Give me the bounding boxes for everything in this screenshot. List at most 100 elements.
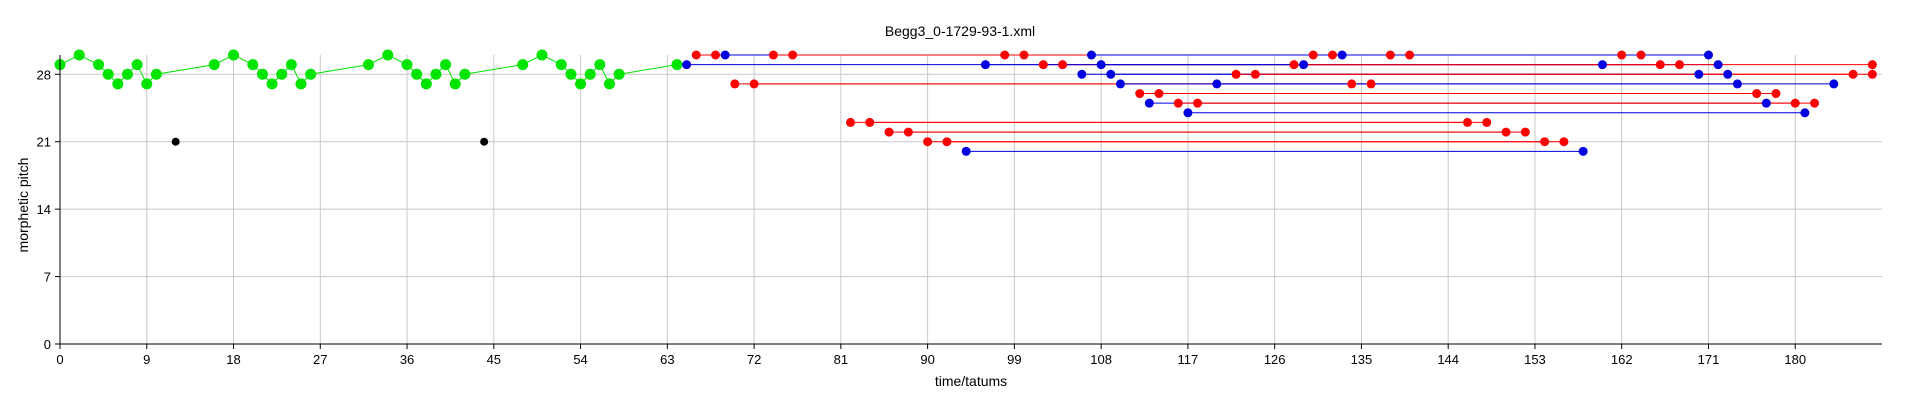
segment-end-point bbox=[1771, 89, 1781, 99]
x-tick-label: 0 bbox=[56, 352, 63, 367]
segment-start-point bbox=[1212, 79, 1222, 89]
melody-point bbox=[73, 49, 85, 61]
segment-start-point bbox=[720, 50, 730, 60]
melody-point bbox=[362, 59, 374, 71]
melody-point bbox=[671, 59, 683, 71]
melody-point bbox=[121, 68, 133, 80]
segment-start-point bbox=[691, 50, 701, 60]
segment-start-point bbox=[903, 127, 913, 137]
segment-start-point bbox=[749, 79, 759, 89]
segment-start-point bbox=[1173, 98, 1183, 108]
segment-end-point bbox=[1703, 50, 1713, 60]
segment-end-point bbox=[1308, 50, 1318, 60]
x-tick-label: 27 bbox=[313, 352, 327, 367]
melody-point bbox=[295, 78, 307, 90]
segment-end-point bbox=[1848, 69, 1858, 79]
black-point bbox=[171, 137, 180, 146]
melody-point bbox=[228, 49, 240, 61]
segment-end-point bbox=[1366, 79, 1376, 89]
melody-point bbox=[420, 78, 432, 90]
melody-point bbox=[565, 68, 577, 80]
segment-start-point bbox=[961, 146, 971, 156]
segment-end-point bbox=[1501, 127, 1511, 137]
melody-point bbox=[266, 78, 278, 90]
segment-start-point bbox=[845, 117, 855, 127]
segment-end-point bbox=[1520, 127, 1530, 137]
segment-start-point bbox=[1183, 108, 1193, 118]
melody-point bbox=[430, 68, 442, 80]
segment-start-point bbox=[942, 137, 952, 147]
melody-point bbox=[256, 68, 268, 80]
x-tick-label: 108 bbox=[1090, 352, 1112, 367]
segment-start-point bbox=[768, 50, 778, 60]
segment-end-point bbox=[1810, 98, 1820, 108]
melody-point bbox=[594, 59, 606, 71]
segment-start-point bbox=[788, 50, 798, 60]
segment-end-point bbox=[1462, 117, 1472, 127]
segment-start-point bbox=[711, 50, 721, 60]
segment-end-point bbox=[1713, 60, 1723, 70]
segment-end-point bbox=[1540, 137, 1550, 147]
y-tick-label: 21 bbox=[37, 135, 51, 150]
segment-end-point bbox=[1790, 98, 1800, 108]
segment-end-point bbox=[1347, 79, 1357, 89]
y-tick-label: 14 bbox=[37, 202, 51, 217]
y-tick-label: 0 bbox=[44, 337, 51, 352]
x-tick-label: 81 bbox=[834, 352, 848, 367]
segment-start-point bbox=[1135, 89, 1145, 99]
melody-point bbox=[603, 78, 615, 90]
segment-start-point bbox=[1231, 69, 1241, 79]
segment-end-point bbox=[1617, 50, 1627, 60]
segment-start-point bbox=[1289, 60, 1299, 70]
segment-start-point bbox=[980, 60, 990, 70]
segment-start-point bbox=[1000, 50, 1010, 60]
segment-end-point bbox=[1675, 60, 1685, 70]
segment-start-point bbox=[865, 117, 875, 127]
segment-end-point bbox=[1578, 146, 1588, 156]
x-tick-label: 54 bbox=[573, 352, 587, 367]
x-tick-label: 90 bbox=[920, 352, 934, 367]
segment-end-point bbox=[1655, 60, 1665, 70]
segment-start-point bbox=[730, 79, 740, 89]
segment-end-point bbox=[1867, 69, 1877, 79]
melody-point bbox=[411, 68, 423, 80]
melody-point bbox=[555, 59, 567, 71]
melody-point bbox=[208, 59, 220, 71]
x-tick-label: 99 bbox=[1007, 352, 1021, 367]
melody-point bbox=[131, 59, 143, 71]
melody-point bbox=[517, 59, 529, 71]
segment-end-point bbox=[1299, 60, 1309, 70]
x-tick-label: 9 bbox=[143, 352, 150, 367]
segment-start-point bbox=[1250, 69, 1260, 79]
segment-start-point bbox=[1115, 79, 1125, 89]
segment-start-point bbox=[1058, 60, 1068, 70]
melody-point bbox=[449, 78, 461, 90]
segment-start-point bbox=[884, 127, 894, 137]
segment-end-point bbox=[1694, 69, 1704, 79]
x-tick-label: 36 bbox=[400, 352, 414, 367]
melody-point bbox=[305, 68, 317, 80]
x-tick-label: 72 bbox=[747, 352, 761, 367]
x-tick-label: 18 bbox=[226, 352, 240, 367]
points bbox=[171, 50, 1877, 156]
segment-end-point bbox=[1385, 50, 1395, 60]
melody-point bbox=[536, 49, 548, 61]
segment-start-point bbox=[1106, 69, 1116, 79]
segment-end-point bbox=[1337, 50, 1347, 60]
melody-point bbox=[93, 59, 105, 71]
segment-start-point bbox=[1087, 50, 1097, 60]
x-tick-label: 171 bbox=[1698, 352, 1720, 367]
segment-end-point bbox=[1597, 60, 1607, 70]
melody bbox=[54, 49, 683, 90]
segment-end-point bbox=[1752, 89, 1762, 99]
x-tick-label: 162 bbox=[1611, 352, 1633, 367]
melody-point bbox=[150, 68, 162, 80]
melody-point bbox=[382, 49, 394, 61]
segment-start-point bbox=[1038, 60, 1048, 70]
y-tick-label: 7 bbox=[44, 270, 51, 285]
melody-point bbox=[102, 68, 114, 80]
melody-point bbox=[141, 78, 153, 90]
segment-end-point bbox=[1405, 50, 1415, 60]
